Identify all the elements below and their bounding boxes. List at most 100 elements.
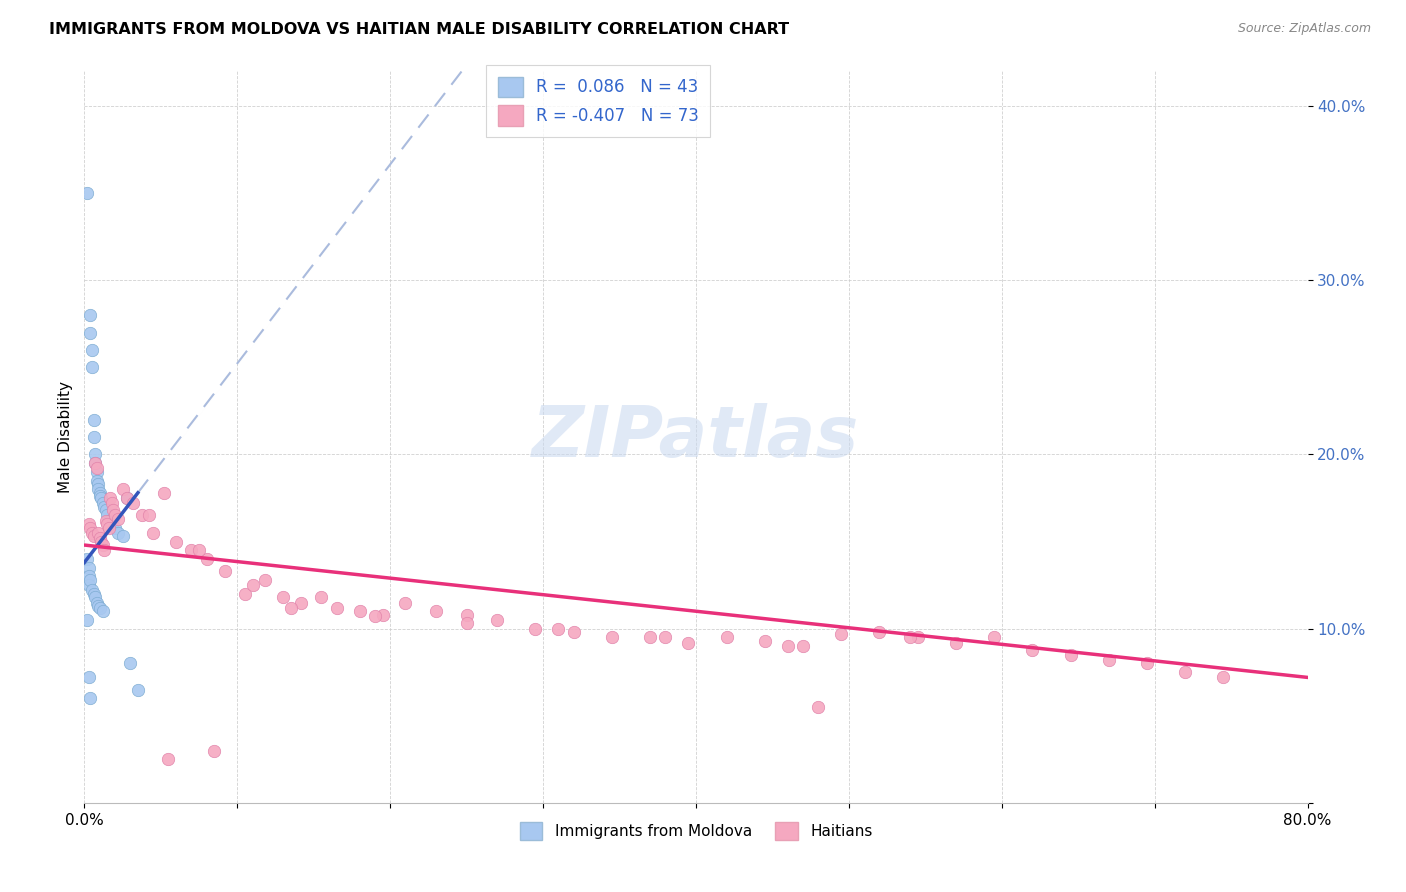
Point bbox=[253, 573, 276, 587]
Point bbox=[153, 485, 176, 500]
Point bbox=[562, 625, 585, 640]
Point bbox=[79, 326, 101, 340]
Point bbox=[84, 456, 107, 470]
Point bbox=[233, 587, 256, 601]
Point bbox=[96, 517, 118, 532]
Point bbox=[1059, 648, 1081, 662]
Point bbox=[807, 700, 830, 714]
Point bbox=[1136, 657, 1159, 671]
Point bbox=[115, 491, 138, 505]
Point bbox=[104, 508, 127, 523]
Point bbox=[87, 483, 110, 497]
Point bbox=[86, 595, 108, 609]
Point bbox=[89, 485, 111, 500]
Point bbox=[79, 521, 101, 535]
Point bbox=[678, 635, 700, 649]
Point bbox=[524, 622, 547, 636]
Point bbox=[90, 534, 112, 549]
Point bbox=[91, 496, 114, 510]
Point bbox=[83, 587, 105, 601]
Point bbox=[115, 491, 138, 505]
Point bbox=[87, 525, 110, 540]
Point bbox=[792, 639, 814, 653]
Point bbox=[486, 613, 509, 627]
Point bbox=[195, 552, 218, 566]
Point bbox=[77, 560, 100, 574]
Point bbox=[84, 591, 107, 605]
Point bbox=[80, 343, 103, 357]
Point bbox=[1212, 670, 1234, 684]
Point bbox=[290, 595, 312, 609]
Point bbox=[945, 635, 967, 649]
Point bbox=[87, 477, 110, 491]
Point bbox=[776, 639, 799, 653]
Point bbox=[89, 489, 111, 503]
Point bbox=[83, 412, 105, 426]
Y-axis label: Male Disability: Male Disability bbox=[58, 381, 73, 493]
Point bbox=[869, 625, 891, 640]
Point bbox=[349, 604, 371, 618]
Point bbox=[142, 525, 165, 540]
Point bbox=[94, 514, 117, 528]
Point bbox=[101, 496, 124, 510]
Point bbox=[107, 512, 129, 526]
Point bbox=[96, 508, 118, 523]
Point bbox=[1174, 665, 1197, 680]
Point bbox=[86, 461, 108, 475]
Point bbox=[77, 569, 100, 583]
Point bbox=[654, 631, 676, 645]
Point bbox=[77, 517, 100, 532]
Point bbox=[77, 578, 100, 592]
Point bbox=[131, 508, 153, 523]
Point bbox=[79, 573, 101, 587]
Point bbox=[165, 534, 187, 549]
Point bbox=[111, 483, 134, 497]
Point bbox=[84, 448, 107, 462]
Point bbox=[97, 514, 120, 528]
Point bbox=[120, 657, 142, 671]
Point bbox=[76, 613, 98, 627]
Point bbox=[180, 543, 202, 558]
Point bbox=[311, 591, 333, 605]
Point bbox=[600, 631, 623, 645]
Legend: Immigrants from Moldova, Haitians: Immigrants from Moldova, Haitians bbox=[513, 815, 879, 847]
Point bbox=[79, 308, 101, 322]
Point bbox=[83, 529, 105, 543]
Point bbox=[97, 521, 120, 535]
Point bbox=[983, 631, 1005, 645]
Point bbox=[103, 503, 125, 517]
Point bbox=[138, 508, 160, 523]
Point bbox=[242, 578, 264, 592]
Point bbox=[456, 616, 478, 631]
Text: ZIPatlas: ZIPatlas bbox=[533, 402, 859, 472]
Point bbox=[202, 743, 225, 757]
Point bbox=[1021, 642, 1043, 657]
Point bbox=[271, 591, 294, 605]
Point bbox=[280, 600, 302, 615]
Point bbox=[425, 604, 447, 618]
Point bbox=[94, 503, 117, 517]
Point bbox=[898, 631, 921, 645]
Point bbox=[89, 600, 111, 615]
Point bbox=[107, 525, 129, 540]
Point bbox=[456, 607, 478, 622]
Point bbox=[91, 604, 114, 618]
Point bbox=[80, 525, 103, 540]
Point bbox=[127, 682, 149, 697]
Point bbox=[87, 599, 110, 613]
Point bbox=[77, 670, 100, 684]
Point bbox=[214, 564, 236, 578]
Point bbox=[1098, 653, 1121, 667]
Point bbox=[716, 631, 738, 645]
Point bbox=[122, 496, 145, 510]
Point bbox=[86, 465, 108, 479]
Point bbox=[76, 186, 98, 201]
Point bbox=[104, 521, 127, 535]
Point bbox=[80, 583, 103, 598]
Point bbox=[76, 552, 98, 566]
Text: Source: ZipAtlas.com: Source: ZipAtlas.com bbox=[1237, 22, 1371, 36]
Point bbox=[830, 627, 852, 641]
Point bbox=[547, 622, 569, 636]
Point bbox=[371, 607, 394, 622]
Point bbox=[188, 543, 211, 558]
